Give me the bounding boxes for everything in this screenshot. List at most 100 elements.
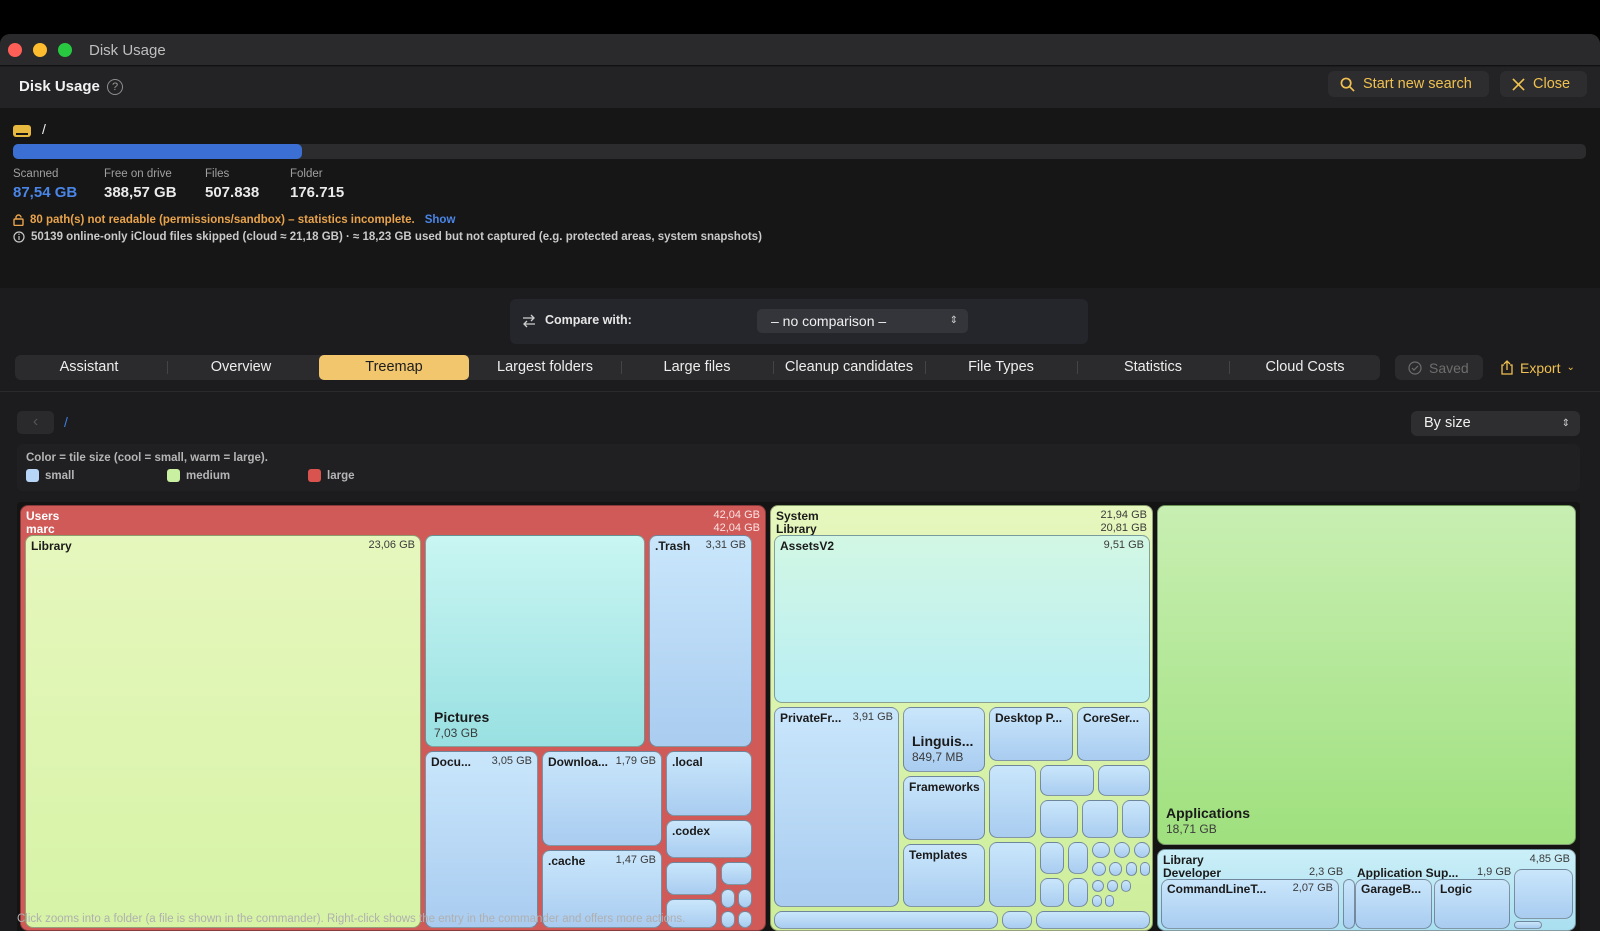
close-button[interactable]: Close xyxy=(1500,71,1587,97)
treemap-tile-pictures[interactable]: Pictures 7,03 GB xyxy=(425,535,645,747)
legend-label-medium: medium xyxy=(186,469,231,482)
treemap-tile-applications[interactable]: Applications 18,71 GB xyxy=(1157,505,1576,845)
sort-select[interactable]: By size ⇕ xyxy=(1411,411,1580,436)
treemap-tile-small[interactable] xyxy=(1040,878,1064,907)
tab-largest-folders[interactable]: Largest folders xyxy=(497,359,593,375)
export-button[interactable]: Export ⌄ xyxy=(1500,355,1586,380)
treemap-tile-linguis[interactable]: Linguis... 849,7 MB xyxy=(903,707,985,772)
treemap-tile-small[interactable] xyxy=(1092,862,1106,876)
treemap-tile-privatefr[interactable]: PrivateFr... 3,91 GB xyxy=(774,707,899,907)
back-button[interactable]: ‹ xyxy=(17,411,54,434)
tile-name: Desktop P... xyxy=(995,711,1063,725)
treemap-tile-small[interactable] xyxy=(666,899,717,928)
treemap-tile-small[interactable] xyxy=(1040,765,1094,796)
treemap-tile-small[interactable] xyxy=(1002,911,1032,929)
treemap-tile-small[interactable] xyxy=(1036,911,1150,929)
start-new-search-button[interactable]: Start new search xyxy=(1328,71,1489,97)
tab-treemap[interactable]: Treemap xyxy=(319,355,469,380)
tile-name: Frameworks xyxy=(909,780,980,794)
icloud-info: 50139 online-only iCloud files skipped (… xyxy=(13,231,762,243)
tab-file-types[interactable]: File Types xyxy=(968,359,1034,375)
treemap-tile-trash[interactable]: .Trash 3,31 GB xyxy=(649,535,752,747)
tile-size: 2,07 GB xyxy=(1292,882,1333,894)
treemap-tile-small[interactable] xyxy=(738,889,752,908)
treemap-tile-small[interactable] xyxy=(1122,800,1150,838)
treemap-tile-templates[interactable]: Templates xyxy=(903,844,985,907)
tab-statistics[interactable]: Statistics xyxy=(1123,359,1182,375)
treemap-tile-small[interactable] xyxy=(666,862,717,895)
tile-size: 23,06 GB xyxy=(368,539,415,551)
compare-label: Compare with: xyxy=(545,313,632,327)
treemap: Users 42,04 GB marc 42,04 GB Library 23,… xyxy=(17,502,1580,931)
treemap-tile-small[interactable] xyxy=(1092,895,1102,907)
tab-cloud-costs[interactable]: Cloud Costs xyxy=(1265,359,1345,375)
treemap-tile-library[interactable]: Library 23,06 GB xyxy=(25,535,421,928)
tile-size: 42,04 GB xyxy=(713,509,760,521)
tile-size: 1,47 GB xyxy=(615,854,656,866)
show-warnings-link[interactable]: Show xyxy=(424,214,456,226)
minimize-window-button[interactable] xyxy=(33,43,47,57)
treemap-tile-garageband[interactable]: GarageB... xyxy=(1355,879,1432,929)
treemap-tile-small[interactable] xyxy=(1121,880,1131,892)
tile-name: GarageB... xyxy=(1361,882,1422,896)
treemap-tile-documents[interactable]: Docu... 3,05 GB xyxy=(425,751,538,928)
tab-assistant[interactable]: Assistant xyxy=(59,359,119,375)
help-icon[interactable]: ? xyxy=(107,79,123,95)
treemap-tile-root-library[interactable]: Library 4,85 GB Developer 2,3 GB Command… xyxy=(1157,849,1576,931)
treemap-tile-small[interactable] xyxy=(1343,879,1355,929)
treemap-tile-small[interactable] xyxy=(1040,842,1064,874)
tile-size: 9,51 GB xyxy=(1103,539,1144,551)
treemap-tile-users[interactable]: Users 42,04 GB marc 42,04 GB Library 23,… xyxy=(20,505,766,931)
treemap-tile-assetsv2[interactable]: AssetsV2 9,51 GB xyxy=(774,535,1150,703)
close-window-button[interactable] xyxy=(8,43,22,57)
saved-button[interactable]: Saved xyxy=(1395,355,1483,380)
treemap-tile-desktop[interactable]: Desktop P... xyxy=(989,707,1073,761)
treemap-tile-local[interactable]: .local xyxy=(666,751,752,816)
treemap-tile-system[interactable]: System 21,94 GB Library 20,81 GB AssetsV… xyxy=(770,505,1153,931)
treemap-tile-small[interactable] xyxy=(1068,842,1088,874)
treemap-tile-small[interactable] xyxy=(774,911,998,929)
tab-overview[interactable]: Overview xyxy=(210,359,272,375)
treemap-tile-small[interactable] xyxy=(1114,842,1130,858)
breadcrumb-root[interactable]: / xyxy=(64,414,68,430)
treemap-tile-small[interactable] xyxy=(1134,842,1150,858)
treemap-tile-small[interactable] xyxy=(1140,862,1150,876)
treemap-tile-small[interactable] xyxy=(1109,862,1122,876)
treemap-tile-small[interactable] xyxy=(1040,800,1078,838)
drive-path: / xyxy=(42,121,46,137)
treemap-tile-coreser[interactable]: CoreSer... xyxy=(1077,707,1150,761)
treemap-tile-small[interactable] xyxy=(1098,765,1150,796)
treemap-tile-small[interactable] xyxy=(1514,921,1542,929)
tab-large-files[interactable]: Large files xyxy=(663,359,731,375)
treemap-tile-small[interactable] xyxy=(989,765,1036,838)
tile-size: 3,31 GB xyxy=(705,539,746,551)
treemap-tile-commandlinetools[interactable]: CommandLineT... 2,07 GB xyxy=(1161,879,1339,929)
treemap-tile-small[interactable] xyxy=(738,911,752,928)
treemap-tile-small[interactable] xyxy=(1092,880,1104,892)
treemap-tile-small[interactable] xyxy=(1514,869,1573,919)
scan-progress-fill xyxy=(13,144,303,159)
treemap-tile-codex[interactable]: .codex xyxy=(666,820,752,858)
treemap-tile-small[interactable] xyxy=(1105,895,1114,907)
legend-label-large: large xyxy=(327,469,355,482)
treemap-tile-frameworks[interactable]: Frameworks xyxy=(903,776,985,840)
zoom-window-button[interactable] xyxy=(58,43,72,57)
treemap-tile-small[interactable] xyxy=(721,889,735,908)
tile-size: 849,7 MB xyxy=(912,750,964,764)
treemap-tile-small[interactable] xyxy=(1068,878,1088,907)
treemap-hint: Click zooms into a folder (a file is sho… xyxy=(17,913,686,925)
treemap-tile-small[interactable] xyxy=(721,911,735,928)
compare-select[interactable]: – no comparison – ⇕ xyxy=(757,309,968,333)
tab-cleanup-candidates[interactable]: Cleanup candidates xyxy=(784,359,914,375)
tile-name: System xyxy=(776,509,819,523)
treemap-tile-small[interactable] xyxy=(1126,862,1137,876)
divider xyxy=(0,391,1600,392)
treemap-tile-logic[interactable]: Logic xyxy=(1434,879,1510,929)
treemap-tile-small[interactable] xyxy=(1107,880,1118,892)
treemap-tile-cache[interactable]: .cache 1,47 GB xyxy=(542,850,662,928)
treemap-tile-downloads[interactable]: Downloa... 1,79 GB xyxy=(542,751,662,846)
treemap-tile-small[interactable] xyxy=(1092,842,1110,858)
treemap-tile-small[interactable] xyxy=(1082,800,1118,838)
treemap-tile-small[interactable] xyxy=(721,862,752,885)
treemap-tile-small[interactable] xyxy=(989,842,1036,907)
